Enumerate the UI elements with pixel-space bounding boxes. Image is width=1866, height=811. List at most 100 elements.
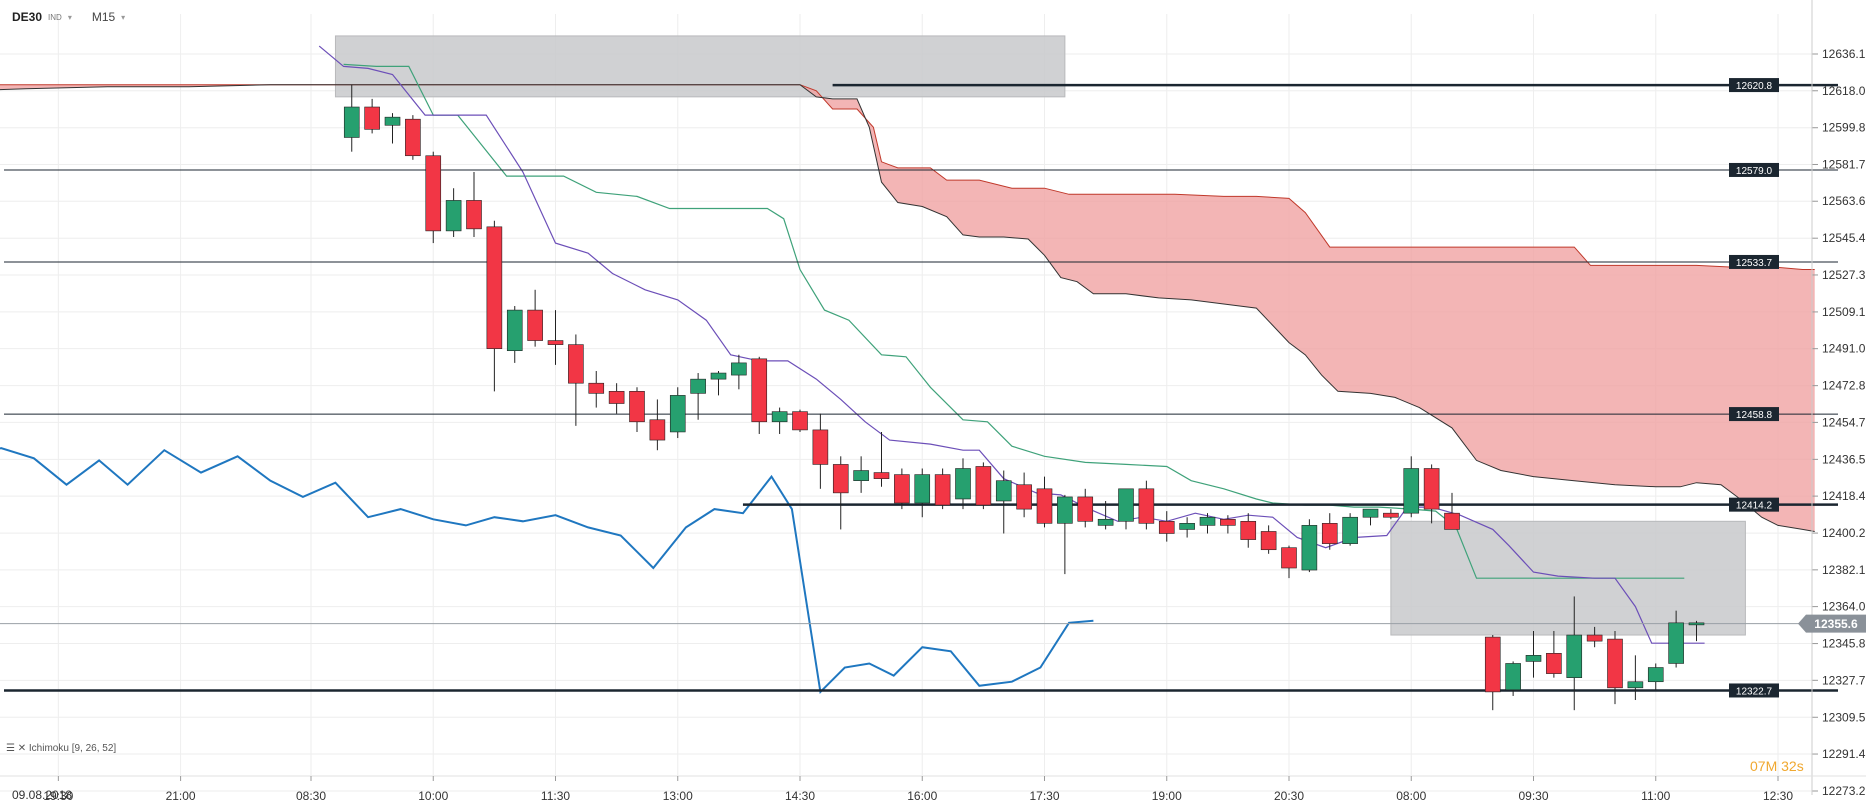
current-price-tag	[1798, 614, 1866, 633]
candle	[1321, 513, 1338, 550]
candle-body	[1321, 523, 1338, 544]
candle	[1240, 513, 1257, 548]
price-level-tag	[1729, 162, 1779, 177]
candle-body	[1240, 521, 1257, 540]
candle	[1220, 515, 1236, 534]
candle	[914, 468, 931, 518]
candle	[343, 84, 360, 152]
candle-body	[486, 226, 503, 349]
candle-body	[1179, 523, 1195, 530]
candle-countdown: 07M 32s	[1750, 758, 1804, 774]
y-tick-label: 12581.7	[1822, 157, 1866, 171]
x-tick-label: 20:30	[1274, 789, 1304, 803]
price-level-tag	[1729, 254, 1779, 269]
price-level-tag	[1729, 497, 1779, 512]
candle-body	[1383, 512, 1399, 518]
x-tick-label: 11:00	[1641, 789, 1670, 803]
candle	[894, 468, 910, 510]
candle-body	[506, 309, 523, 352]
indicator-menu-icon[interactable]: ☰ ✕	[6, 743, 27, 754]
price-level-label: 12322.7	[1736, 686, 1773, 697]
candle	[1199, 513, 1216, 534]
candle	[364, 98, 380, 134]
price-level-label: 12579.0	[1736, 166, 1773, 177]
candle-body	[1627, 681, 1644, 689]
x-tick-label: 10:00	[418, 789, 448, 803]
symbol-badge: IND	[48, 12, 62, 22]
y-tick-label: 12327.7	[1822, 673, 1866, 687]
candle-body	[588, 382, 605, 394]
candle-body	[1138, 488, 1155, 524]
candle	[466, 171, 482, 237]
candle-body	[975, 466, 992, 506]
timeframe-selector[interactable]: M15	[91, 10, 116, 24]
senkou-span-a-line	[0, 84, 1815, 270]
chikou-span-line	[0, 447, 1094, 694]
candle	[1484, 635, 1501, 711]
candle-body	[955, 468, 971, 500]
candle-body	[771, 411, 788, 423]
timeframe-dropdown-icon[interactable]: ▾	[121, 12, 126, 22]
price-axis: 12636.1 12618.0 12599.8 12581.7 12563.6 12545…	[1811, 0, 1866, 798]
y-tick-label: 12563.6	[1822, 194, 1866, 208]
x-tick-label: 13:00	[663, 789, 693, 803]
symbol-dropdown-icon[interactable]: ▾	[67, 12, 72, 22]
candle	[405, 115, 421, 160]
x-tick-label: 08:30	[296, 789, 326, 803]
x-tick-label: 12:30	[1763, 789, 1793, 803]
candlesticks	[343, 84, 1705, 711]
candle-body	[1118, 488, 1134, 522]
candle	[1423, 464, 1440, 524]
highlight-zone	[334, 35, 1066, 98]
candle	[568, 334, 584, 426]
candle	[1383, 509, 1399, 520]
y-tick-label: 12527.3	[1822, 268, 1866, 282]
symbol-name[interactable]: DE30	[12, 10, 43, 24]
candle	[1505, 661, 1521, 696]
candle	[1118, 488, 1134, 530]
y-tick-label: 12472.8	[1822, 379, 1866, 393]
candle	[771, 407, 788, 434]
candle	[995, 470, 1012, 534]
candle	[710, 371, 727, 396]
candle	[384, 113, 401, 144]
candle	[975, 462, 992, 510]
candle	[1566, 596, 1583, 711]
candle	[1444, 492, 1460, 530]
candle-body	[1097, 518, 1114, 526]
price-level-label: 12620.8	[1736, 81, 1773, 92]
candle	[1403, 456, 1420, 518]
candle	[853, 456, 869, 493]
candle	[1607, 630, 1623, 705]
x-tick-label: 14:30	[785, 789, 815, 803]
candle-body	[832, 464, 849, 494]
candle-body	[710, 372, 727, 380]
candle	[1138, 480, 1155, 530]
y-tick-label: 12491.0	[1822, 342, 1866, 356]
candle	[1668, 610, 1684, 668]
candle-body	[1016, 484, 1032, 510]
price-level-label: 12414.2	[1736, 501, 1773, 512]
candle-body	[934, 474, 951, 506]
x-tick-label: 16:00	[907, 789, 937, 803]
price-level-tag	[1729, 407, 1779, 422]
horizontal-levels	[0, 83, 1838, 692]
ichimoku-cloud	[0, 84, 1815, 532]
candle-body	[629, 391, 645, 423]
countdown-minutes: 07M	[1750, 758, 1778, 774]
candle	[506, 306, 523, 363]
candle-body	[995, 480, 1012, 502]
candle	[1627, 655, 1644, 701]
indicator-legend[interactable]: ☰ ✕ Ichimoku [9, 26, 52]	[6, 743, 116, 754]
candle-body	[1036, 488, 1053, 524]
candle	[1647, 663, 1664, 690]
candle-body	[425, 155, 442, 232]
level-labels: 12620.8 12579.0 12533.7 12458.8 12414.2 12322…	[1729, 78, 1866, 698]
cloud-fill	[0, 84, 1815, 532]
candle	[832, 456, 849, 530]
candle	[608, 383, 625, 414]
candle	[812, 413, 829, 489]
candle-body	[669, 395, 686, 433]
price-level-tag	[1729, 683, 1779, 698]
